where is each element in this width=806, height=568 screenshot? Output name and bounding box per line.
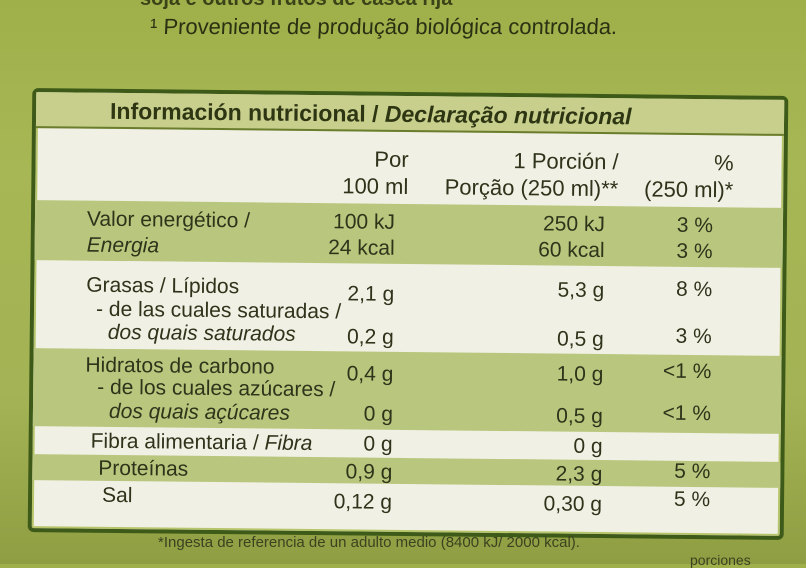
row-v1: 0,9 g bbox=[345, 460, 393, 484]
row-label: Grasas / Lípidos bbox=[86, 273, 240, 299]
row-v2: 0,30 g bbox=[543, 492, 603, 517]
fibre-label-pt: Fibra bbox=[264, 431, 313, 456]
row-v3: 3 % bbox=[676, 239, 713, 264]
row-salt: Sal 0,12 g 0,30 g 5 % bbox=[32, 482, 780, 520]
row-v3: <1 % bbox=[662, 359, 712, 384]
title-es: Información nutricional bbox=[109, 97, 366, 127]
row-v3: 5 % bbox=[674, 459, 711, 484]
row-v1: 0 g bbox=[363, 402, 394, 426]
row-v3: 3 % bbox=[675, 324, 712, 349]
row-label: dos quais açúcares bbox=[108, 399, 291, 425]
row-v1: 0 g bbox=[363, 432, 393, 456]
row-v2: 250 kJ bbox=[542, 212, 606, 237]
row-v2: 60 kcal bbox=[538, 238, 605, 263]
row-label: Valor energético / bbox=[86, 207, 251, 233]
row-v2: 0 g bbox=[573, 434, 603, 459]
row-v3: 3 % bbox=[676, 213, 714, 238]
row-v1: 0,4 g bbox=[346, 362, 394, 386]
row-v3: 5 % bbox=[673, 487, 711, 512]
row-v2: 2,3 g bbox=[555, 462, 603, 487]
row-v2: 0,5 g bbox=[556, 404, 604, 429]
row-carbs: Hidratos de carbono 0,4 g 1,0 g <1 % - d… bbox=[32, 348, 782, 434]
row-v2: 1,0 g bbox=[556, 362, 604, 387]
row-v3: 8 % bbox=[675, 277, 713, 302]
col-portion: 1 Porción / Porção (250 ml)** bbox=[445, 146, 619, 202]
col-per100-line1: Por bbox=[374, 146, 409, 172]
footnote-cut: porciones bbox=[690, 552, 751, 568]
row-v2: 0,5 g bbox=[556, 327, 604, 352]
row-v1: 0,2 g bbox=[346, 325, 394, 349]
row-v1: 100 kJ bbox=[332, 210, 396, 234]
row-label: Fibra alimentaria / Fibra bbox=[90, 429, 313, 456]
nutrition-label: Información nutricional / Declaração nut… bbox=[27, 88, 789, 540]
col-pct-line2: (250 ml)* bbox=[643, 176, 734, 203]
row-energy: Valor energético / 100 kJ 250 kJ 3 % Ene… bbox=[34, 200, 784, 268]
row-label: Sal bbox=[101, 483, 133, 508]
organic-note: ¹ Proveniente de produção biológica cont… bbox=[149, 14, 618, 39]
footnote: *Ingesta de referencia de un adulto medi… bbox=[158, 534, 580, 551]
row-v3: <1 % bbox=[662, 401, 712, 426]
row-label: - de los cuales azúcares / bbox=[97, 375, 336, 402]
table-header: Información nutricional / Declaração nut… bbox=[35, 92, 785, 136]
fibre-label-es: Fibra alimentaria bbox=[90, 429, 248, 455]
row-fat: Grasas / Lípidos 2,1 g 5,3 g 8 % - de la… bbox=[34, 264, 783, 354]
col-pct-line1: % bbox=[713, 150, 734, 176]
title-pt: Declaração nutricional bbox=[384, 100, 632, 130]
row-v2: 5,3 g bbox=[557, 278, 605, 303]
row-label: Proteínas bbox=[98, 456, 189, 481]
col-per100: Por 100 ml bbox=[342, 145, 409, 200]
row-label: Energia bbox=[86, 233, 160, 258]
col-portion-line1: 1 Porción / bbox=[513, 148, 619, 175]
row-label: dos quais saturados bbox=[107, 320, 296, 346]
col-per100-line2: 100 ml bbox=[342, 173, 409, 199]
row-v1: 2,1 g bbox=[347, 282, 395, 306]
col-portion-line2: Porção (250 ml)** bbox=[444, 174, 619, 202]
col-pct: % (250 ml)* bbox=[644, 148, 734, 203]
title-sep: / bbox=[365, 100, 385, 127]
cut-top-text: soja e outros frutos de casca rija bbox=[140, 0, 452, 11]
row-v1: 24 kcal bbox=[328, 236, 395, 260]
row-v1: 0,12 g bbox=[333, 490, 393, 514]
